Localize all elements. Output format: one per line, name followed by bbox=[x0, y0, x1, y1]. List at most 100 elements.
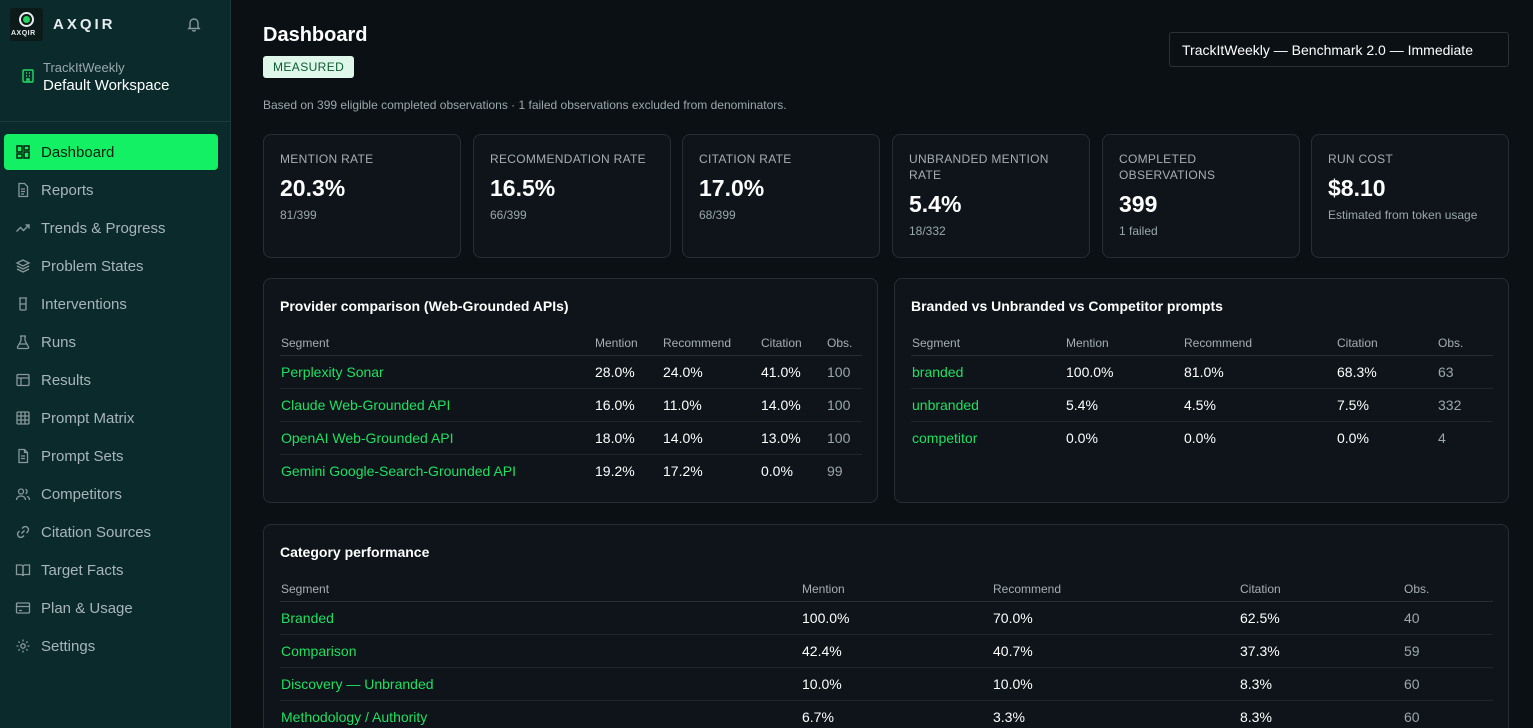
kpi-sub: Estimated from token usage bbox=[1328, 208, 1478, 222]
kpi-label: MENTION RATE bbox=[280, 152, 374, 166]
column-header: Citation bbox=[1239, 577, 1403, 602]
mention-cell: 0.0% bbox=[1066, 429, 1098, 446]
layers-icon bbox=[15, 259, 31, 273]
trend-icon bbox=[16, 224, 30, 232]
citation-cell: 62.5% bbox=[1239, 601, 1403, 635]
kpi-card-citation-rate: CITATION RATE 17.0% 68/399 bbox=[682, 134, 880, 258]
citation-cell: 7.5% bbox=[1336, 388, 1437, 422]
column-header: Obs. bbox=[1403, 577, 1493, 602]
segment-link[interactable]: Perplexity Sonar bbox=[280, 355, 594, 389]
kpi-label: RECOMMENDATION RATE bbox=[490, 152, 646, 166]
column-header: Obs. bbox=[1437, 331, 1493, 356]
citation-cell: 0.0% bbox=[1337, 429, 1369, 446]
segment-link[interactable]: Methodology / Authority bbox=[280, 700, 801, 728]
kpi-sub: 68/399 bbox=[699, 208, 736, 222]
table-row: Branded 100.0% 70.0% 62.5% 40 bbox=[280, 601, 1493, 635]
brand[interactable]: AXQIR AXQIR bbox=[10, 8, 116, 41]
segment-link[interactable]: branded bbox=[911, 355, 1065, 389]
sidebar-item-interventions[interactable]: Interventions bbox=[4, 286, 218, 322]
mention-cell: 16.0% bbox=[594, 388, 662, 422]
mention-cell: 100.0% bbox=[1065, 355, 1183, 389]
segment-link[interactable]: Claude Web-Grounded API bbox=[280, 388, 594, 422]
obs-cell: 40 bbox=[1403, 601, 1493, 635]
column-header: Recommend bbox=[1183, 331, 1336, 356]
table-row: OpenAI Web-Grounded API 18.0% 14.0% 13.0… bbox=[280, 421, 862, 455]
column-header: Mention bbox=[594, 331, 662, 356]
sidebar-item-runs[interactable]: Runs bbox=[4, 324, 218, 360]
segment-link[interactable]: Comparison bbox=[280, 634, 801, 668]
obs-cell: 63 bbox=[1437, 355, 1493, 389]
sidebar-item-reports[interactable]: Reports bbox=[4, 172, 218, 208]
card-title: Category performance bbox=[280, 544, 430, 560]
mention-cell: 18.0% bbox=[594, 421, 662, 455]
kpi-card-run-cost: RUN COST $8.10 Estimated from token usag… bbox=[1311, 134, 1509, 258]
recommend-cell: 11.0% bbox=[662, 388, 760, 422]
table-row: Gemini Google-Search-Grounded API 19.2% … bbox=[280, 454, 862, 487]
sidebar-item-trends[interactable]: Trends & Progress bbox=[4, 210, 218, 246]
sidebar-item-prompt-matrix[interactable]: Prompt Matrix bbox=[4, 400, 218, 436]
recommend-cell: 10.0% bbox=[992, 667, 1239, 701]
segment-link[interactable]: OpenAI Web-Grounded API bbox=[280, 421, 594, 455]
card-icon bbox=[15, 602, 31, 614]
segment-link[interactable]: Discovery — Unbranded bbox=[280, 667, 801, 701]
citation-cell: 8.3% bbox=[1239, 700, 1403, 728]
bell-icon[interactable] bbox=[186, 16, 202, 32]
table-row: branded 100.0% 81.0% 68.3% 63 bbox=[911, 355, 1493, 389]
sidebar-item-label: Reports bbox=[41, 181, 94, 199]
kpi-sub: 18/332 bbox=[909, 224, 946, 238]
recommend-cell: 3.3% bbox=[992, 700, 1239, 728]
sidebar-item-dashboard[interactable]: Dashboard bbox=[4, 134, 218, 170]
sidebar-item-label: Competitors bbox=[41, 485, 122, 503]
segment-link[interactable]: competitor bbox=[912, 429, 978, 446]
obs-cell: 60 bbox=[1403, 667, 1493, 701]
benchmark-selector[interactable]: TrackItWeekly — Benchmark 2.0 — Immediat… bbox=[1169, 32, 1509, 67]
sidebar-item-label: Prompt Matrix bbox=[41, 409, 135, 427]
table-icon bbox=[16, 373, 30, 387]
table-row: Perplexity Sonar 28.0% 24.0% 41.0% 100 bbox=[280, 355, 862, 389]
status-badge: MEASURED bbox=[263, 56, 355, 78]
sidebar-item-target-facts[interactable]: Target Facts bbox=[4, 552, 218, 588]
segment-link[interactable]: Branded bbox=[280, 601, 801, 635]
segment-link[interactable]: unbranded bbox=[911, 388, 1065, 422]
sidebar-item-prompt-sets[interactable]: Prompt Sets bbox=[4, 438, 218, 474]
matrix-icon bbox=[16, 411, 30, 425]
column-header: Citation bbox=[760, 331, 826, 356]
kpi-card-completed-observations: COMPLETED OBSERVATIONS 399 1 failed bbox=[1102, 134, 1300, 258]
sidebar-item-label: Citation Sources bbox=[41, 523, 152, 541]
column-header: Segment bbox=[280, 577, 801, 602]
recommend-cell: 81.0% bbox=[1183, 355, 1336, 389]
book-icon bbox=[15, 564, 31, 577]
sidebar-item-results[interactable]: Results bbox=[4, 362, 218, 398]
kpi-value: $8.10 bbox=[1328, 175, 1386, 201]
kpi-label: CITATION RATE bbox=[699, 152, 792, 166]
mention-cell: 42.4% bbox=[801, 634, 992, 668]
sidebar-item-competitors[interactable]: Competitors bbox=[4, 476, 218, 512]
table-row: unbranded 5.4% 4.5% 7.5% 332 bbox=[911, 388, 1493, 422]
sidebar-item-citation-sources[interactable]: Citation Sources bbox=[4, 514, 218, 550]
sidebar-item-label: Trends & Progress bbox=[41, 219, 166, 237]
workspace-switcher[interactable]: TrackItWeekly Default Workspace bbox=[20, 60, 169, 96]
kpi-sub: 66/399 bbox=[490, 208, 527, 222]
citation-cell: 68.3% bbox=[1336, 355, 1437, 389]
obs-cell: 4 bbox=[1438, 429, 1446, 446]
sidebar-item-plan-usage[interactable]: Plan & Usage bbox=[4, 590, 218, 626]
segment-link[interactable]: Gemini Google-Search-Grounded API bbox=[281, 462, 517, 479]
recommend-cell: 40.7% bbox=[992, 634, 1239, 668]
column-header: Obs. bbox=[826, 331, 862, 356]
recommend-cell: 17.2% bbox=[663, 462, 703, 479]
column-header: Recommend bbox=[992, 577, 1239, 602]
kpi-label: UNBRANDED MENTION RATE bbox=[909, 152, 1049, 182]
provider-comparison-card: Provider comparison (Web-Grounded APIs) … bbox=[263, 278, 878, 503]
obs-cell: 100 bbox=[826, 355, 862, 389]
logo: AXQIR bbox=[10, 8, 43, 41]
kpi-value: 17.0% bbox=[699, 175, 765, 201]
sidebar-item-problem-states[interactable]: Problem States bbox=[4, 248, 218, 284]
brand-name: AXQIR bbox=[53, 16, 116, 33]
table-row: Methodology / Authority 6.7% 3.3% 8.3% 6… bbox=[280, 700, 1493, 728]
citation-cell: 0.0% bbox=[761, 462, 793, 479]
sidebar-item-settings[interactable]: Settings bbox=[4, 628, 218, 664]
obs-cell: 99 bbox=[827, 462, 843, 479]
kpi-value: 399 bbox=[1119, 191, 1158, 217]
sidebar-item-label: Settings bbox=[41, 637, 96, 655]
card-title: Branded vs Unbranded vs Competitor promp… bbox=[911, 298, 1223, 314]
